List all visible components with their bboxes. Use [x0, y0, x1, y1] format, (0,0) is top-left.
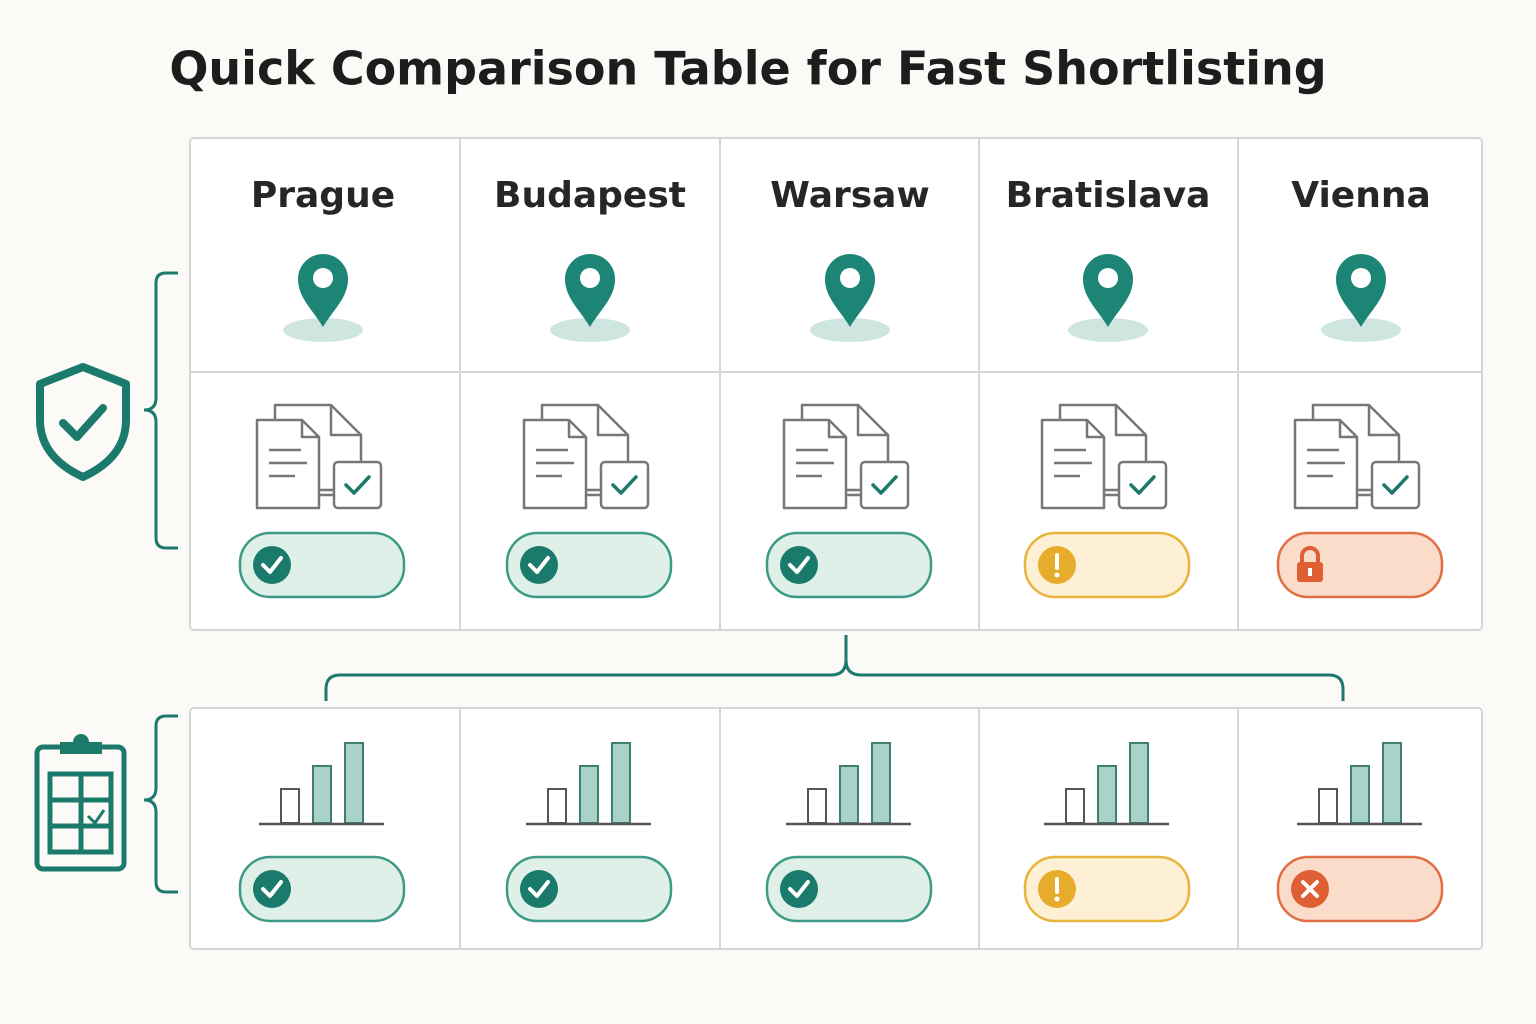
- connector-bracket: [324, 635, 1345, 701]
- column: Vienna: [1276, 175, 1444, 923]
- cross: [1301, 880, 1319, 898]
- status-icon: [780, 870, 818, 908]
- document-check: [1129, 475, 1156, 495]
- mini-bar: [1129, 742, 1149, 824]
- city-name: Budapest: [494, 175, 686, 216]
- pin-hole: [580, 268, 600, 288]
- document-checkbox: [859, 460, 910, 510]
- mini-bar: [1318, 788, 1338, 824]
- document-checkbox: [599, 460, 650, 510]
- column: Warsaw: [765, 175, 933, 923]
- document-checkbox: [1370, 460, 1421, 510]
- pin-shadow: [1321, 318, 1401, 342]
- check: [261, 880, 283, 898]
- mini-bar: [807, 788, 827, 824]
- columns: Prague Budapest Warsaw Bratislava Vienna: [238, 175, 1444, 923]
- document-lines: [269, 448, 334, 492]
- pin-hole: [313, 268, 333, 288]
- shield-icon: [36, 363, 130, 481]
- exclaim-dot: [1054, 572, 1060, 578]
- check: [788, 880, 810, 898]
- lock-hole: [1308, 568, 1312, 576]
- location-pin: [1336, 254, 1386, 327]
- status-icon: [253, 870, 291, 908]
- mini-bar: [839, 765, 859, 824]
- status-icon: [520, 546, 558, 584]
- document-check: [611, 475, 638, 495]
- mini-bar: [344, 742, 364, 824]
- document-lines: [796, 448, 861, 492]
- mini-bar: [611, 742, 631, 824]
- document-checkbox: [332, 460, 383, 510]
- column: Prague: [238, 175, 406, 923]
- location-pin: [565, 254, 615, 327]
- column: Budapest: [494, 175, 686, 923]
- city-name: Warsaw: [770, 175, 929, 216]
- mini-bar: [1097, 765, 1117, 824]
- location-pin: [298, 254, 348, 327]
- city-name: Vienna: [1291, 175, 1431, 216]
- location-pin: [825, 254, 875, 327]
- mini-bar: [312, 765, 332, 824]
- mini-bar: [547, 788, 567, 824]
- city-name: Prague: [251, 175, 395, 216]
- mini-bar: [280, 788, 300, 824]
- pin-hole: [1351, 268, 1371, 288]
- pin-shadow: [1068, 318, 1148, 342]
- shield-check: [59, 404, 107, 441]
- status-icon: [780, 546, 818, 584]
- document-lines: [536, 448, 601, 492]
- brace: [143, 714, 178, 894]
- status-icon: [520, 870, 558, 908]
- document-check: [344, 475, 371, 495]
- check: [528, 880, 550, 898]
- pin-shadow: [283, 318, 363, 342]
- mini-bar: [579, 765, 599, 824]
- document-check: [871, 475, 898, 495]
- brace: [143, 271, 178, 550]
- pin-hole: [840, 268, 860, 288]
- title: Quick Comparison Table for Fast Shortlis…: [169, 42, 1326, 96]
- exclaim-dot: [1054, 896, 1060, 902]
- city-name: Bratislava: [1006, 175, 1211, 216]
- mini-bar: [1065, 788, 1085, 824]
- check: [788, 556, 810, 574]
- document-lines: [1307, 448, 1372, 492]
- clipboard-clip: [60, 734, 102, 754]
- mini-bar: [1350, 765, 1370, 824]
- check: [528, 556, 550, 574]
- column-dividers: [459, 138, 1239, 949]
- lock-shackle: [1300, 546, 1320, 563]
- mini-bar: [871, 742, 891, 824]
- pin-hole: [1098, 268, 1118, 288]
- check: [261, 556, 283, 574]
- column: Bratislava: [1006, 175, 1211, 923]
- document-check: [1382, 475, 1409, 495]
- status-icon: [253, 546, 291, 584]
- mini-bar: [1382, 742, 1402, 824]
- pin-shadow: [810, 318, 890, 342]
- pin-shadow: [550, 318, 630, 342]
- document-lines: [1054, 448, 1119, 492]
- location-pin: [1083, 254, 1133, 327]
- document-checkbox: [1117, 460, 1168, 510]
